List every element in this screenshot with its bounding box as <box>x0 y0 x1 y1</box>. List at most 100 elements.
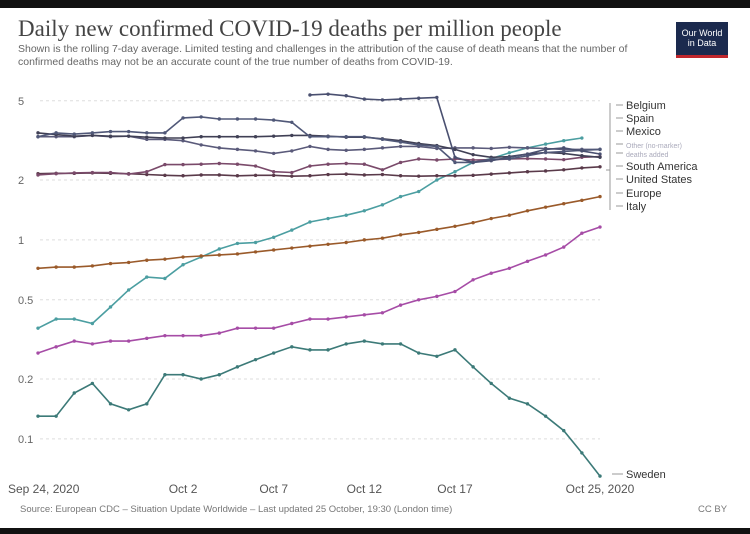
owid-logo[interactable]: Our World in Data <box>676 22 728 58</box>
data-point <box>580 198 584 203</box>
data-point <box>199 377 203 381</box>
data-point <box>326 317 330 321</box>
data-point <box>235 365 240 369</box>
data-point <box>253 149 258 153</box>
line-chart: 5 2 1 0.5 0.2 0.1 Sep 24, 2020 Oct 2 Oct 7 Oct 1… <box>8 92 698 496</box>
data-point <box>344 148 348 152</box>
data-point <box>145 135 149 139</box>
data-point <box>54 414 58 418</box>
data-point <box>290 246 294 250</box>
x-tick-label: Oct 2 <box>169 482 198 496</box>
data-point <box>308 164 312 168</box>
data-point <box>453 348 457 352</box>
data-point <box>199 115 203 119</box>
data-point <box>235 147 240 152</box>
data-point <box>362 173 367 177</box>
data-point <box>271 151 276 156</box>
series-line-spain[interactable] <box>37 132 601 159</box>
data-point <box>253 173 258 178</box>
source-note: Source: European CDC – Situation Update … <box>20 504 453 515</box>
series-line-italy[interactable] <box>37 226 601 354</box>
legend-entry-other-no-marker-[interactable]: Other (no-marker) <box>626 143 682 150</box>
data-point <box>362 313 367 317</box>
data-point <box>253 135 258 139</box>
data-point <box>308 348 312 352</box>
data-point <box>308 174 312 178</box>
x-tick-label: Sep 24, 2020 <box>8 482 80 496</box>
data-point <box>580 166 584 170</box>
data-point <box>90 131 95 135</box>
data-point <box>54 265 58 269</box>
data-point <box>562 146 566 150</box>
data-point <box>326 242 330 247</box>
data-point <box>380 203 385 207</box>
data-point <box>290 120 294 124</box>
legend-entry-sweden[interactable]: Sweden <box>626 469 666 481</box>
data-point <box>290 174 294 178</box>
data-point <box>507 171 512 175</box>
legend-entry-deaths-added[interactable]: deaths added <box>626 152 669 159</box>
y-axis-ticks: 5 2 1 0.5 0.2 0.1 <box>18 96 33 446</box>
series-line-belgium[interactable] <box>37 116 601 164</box>
data-point <box>145 336 149 341</box>
x-tick-label: Oct 7 <box>259 482 288 496</box>
data-point <box>271 118 276 122</box>
data-point <box>199 162 203 166</box>
legend-entry-europe[interactable]: Europe <box>626 188 661 200</box>
data-point <box>344 94 348 98</box>
data-point <box>235 241 240 246</box>
data-point <box>163 257 167 261</box>
legend-entry-belgium[interactable]: Belgium <box>626 100 666 112</box>
data-point <box>271 351 276 355</box>
data-point <box>525 209 530 213</box>
x-tick-label: Oct 17 <box>437 482 473 496</box>
data-point <box>507 396 512 400</box>
legend-entry-south-america[interactable]: South America <box>626 161 698 173</box>
data-point <box>145 172 149 177</box>
data-point <box>163 136 167 140</box>
data-point <box>380 168 385 172</box>
license-link[interactable]: CC BY <box>698 504 728 515</box>
data-point <box>398 342 403 346</box>
data-point <box>145 131 149 135</box>
data-point <box>271 235 276 240</box>
data-point <box>290 345 294 349</box>
data-point <box>126 260 131 265</box>
data-point <box>181 373 185 377</box>
legend-entry-italy[interactable]: Italy <box>626 201 647 213</box>
data-point <box>507 266 512 270</box>
data-point <box>36 131 40 135</box>
data-point <box>199 254 203 258</box>
data-point <box>453 224 457 229</box>
data-point <box>126 288 131 292</box>
data-point <box>562 428 566 433</box>
data-point <box>507 145 512 149</box>
data-point <box>326 172 330 177</box>
legend-bracket <box>606 103 611 210</box>
data-point <box>253 357 258 362</box>
data-point <box>235 162 240 166</box>
data-point <box>235 252 240 256</box>
legend-entry-mexico[interactable]: Mexico <box>626 126 661 138</box>
series-line-south-america[interactable] <box>37 166 601 178</box>
data-point <box>163 162 167 167</box>
data-point <box>598 155 602 160</box>
y-tick-label: 1 <box>18 235 24 247</box>
legend-entry-spain[interactable]: Spain <box>626 113 654 125</box>
series-line-united-states[interactable] <box>37 195 601 270</box>
data-point <box>398 97 403 101</box>
data-point <box>271 326 276 330</box>
data-point <box>562 168 566 172</box>
data-point <box>217 247 221 251</box>
series-line-sweden[interactable] <box>38 340 601 477</box>
data-point <box>362 147 367 152</box>
data-point <box>344 172 348 176</box>
data-point <box>253 117 258 121</box>
data-point <box>326 162 330 166</box>
data-point <box>417 174 421 178</box>
chart-subtitle: Shown is the rolling 7-day average. Limi… <box>18 43 628 68</box>
data-point <box>308 144 312 149</box>
chart-title: Daily new confirmed COVID-19 deaths per … <box>18 16 562 41</box>
series-lines <box>36 92 602 478</box>
legend-entry-united-states[interactable]: United States <box>626 174 693 186</box>
